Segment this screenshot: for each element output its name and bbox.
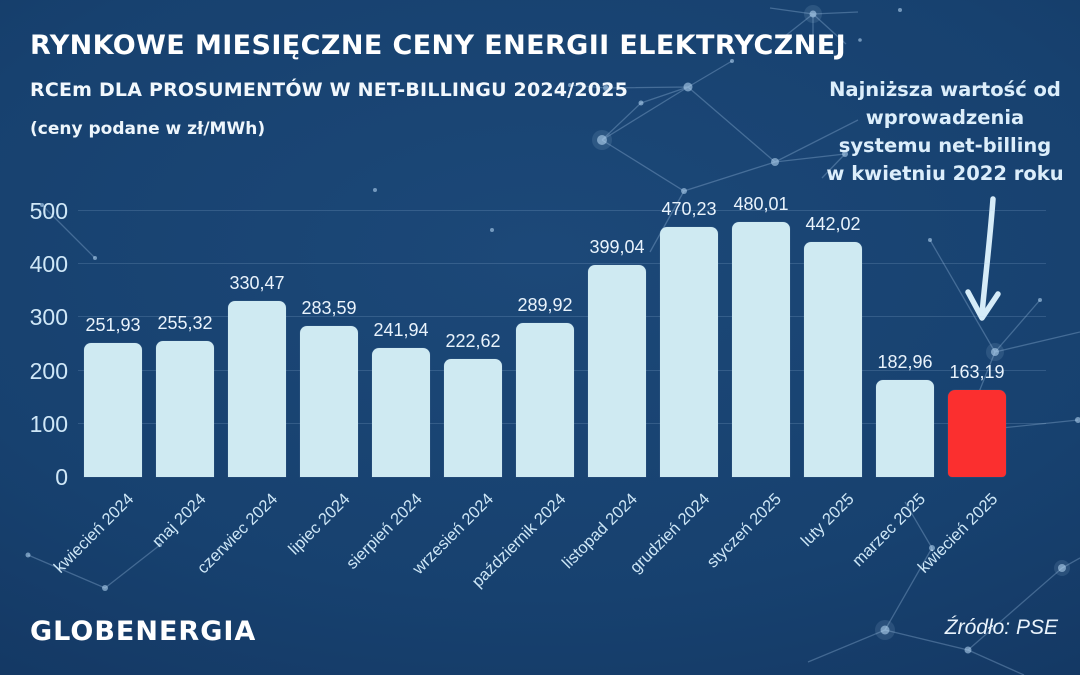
bar-value-label: 241,94 bbox=[373, 320, 429, 341]
brand-logo: GLOBENERGIA bbox=[30, 616, 257, 647]
bar bbox=[660, 226, 718, 477]
y-tick-label: 200 bbox=[29, 357, 68, 384]
bar-value-label: 480,01 bbox=[733, 193, 789, 214]
bar-value-label: 182,96 bbox=[877, 351, 933, 372]
x-tick-label-text: maj 2024 bbox=[148, 490, 210, 551]
y-tick-label: 300 bbox=[29, 304, 68, 331]
page-subtitle: RCEm DLA PROSUMENTÓW W NET-BILLINGU 2024… bbox=[30, 79, 629, 101]
y-axis: 0 100 200 300 400 500 bbox=[0, 198, 68, 490]
bar-value-label: 470,23 bbox=[661, 198, 717, 219]
annotation-arrow-down-icon bbox=[965, 196, 1001, 321]
bar bbox=[228, 301, 286, 477]
bar bbox=[732, 221, 790, 477]
gridline bbox=[78, 210, 1046, 211]
bar bbox=[372, 348, 430, 477]
annotation-callout: Najniższa wartość od wprowadzenia system… bbox=[826, 78, 1064, 185]
bar bbox=[84, 343, 142, 477]
bar-column: 182,96 marzec 2025 bbox=[849, 211, 934, 570]
x-tick-label-text: luty 2025 bbox=[797, 490, 858, 551]
unit-note: (ceny podane w zł/MWh) bbox=[30, 119, 266, 139]
y-tick-label: 400 bbox=[29, 251, 68, 278]
bar-column: 442,02 luty 2025 bbox=[797, 211, 862, 550]
bar-column: 330,47 czerwiec 2024 bbox=[194, 211, 286, 577]
bar-value-label: 289,92 bbox=[517, 294, 573, 315]
bar-column: 241,94 sierpień 2024 bbox=[343, 211, 430, 573]
gridline bbox=[78, 316, 1046, 318]
x-tick-label-text: styczeń 2025 bbox=[703, 490, 786, 572]
source-credit: Źródło: PSE bbox=[944, 616, 1058, 639]
x-tick-label-text: kwiecień 2024 bbox=[50, 490, 138, 577]
bar-highlighted bbox=[948, 390, 1006, 477]
bar-column: 255,32 maj 2024 bbox=[149, 211, 214, 551]
bar-column: 399,04 listopad 2024 bbox=[559, 211, 646, 572]
x-tick-label-text: lipiec 2024 bbox=[284, 490, 354, 559]
y-tick-label: 100 bbox=[29, 410, 68, 437]
bar-column: 470,23 grudzień 2024 bbox=[627, 199, 718, 577]
bar-column: 283,59 lipiec 2024 bbox=[285, 211, 358, 559]
bar bbox=[876, 379, 934, 477]
bar-value-label: 251,93 bbox=[85, 314, 141, 335]
bar-column: 163,19 kwiecień 2025 bbox=[915, 211, 1006, 577]
bar bbox=[444, 358, 502, 477]
bar-value-label: 330,47 bbox=[229, 273, 285, 294]
bar-value-label: 255,32 bbox=[157, 313, 213, 334]
bar-column: 222,62 wrzesień 2024 bbox=[409, 211, 502, 578]
bar-value-label: 283,59 bbox=[301, 298, 357, 319]
bar-value-label: 399,04 bbox=[589, 236, 645, 257]
bar-value-label: 163,19 bbox=[949, 362, 1005, 383]
plot-area: 251,93 kwiecień 2024 255,32 maj 2024 330,47 c… bbox=[51, 194, 1006, 591]
bar bbox=[804, 241, 862, 477]
bar bbox=[300, 326, 358, 477]
bar bbox=[516, 322, 574, 477]
bar-value-label: 442,02 bbox=[805, 213, 861, 234]
bar bbox=[156, 341, 214, 477]
gridline bbox=[78, 263, 1046, 265]
y-tick-label: 0 bbox=[55, 464, 68, 490]
page-title: RYNKOWE MIESIĘCZNE CENY ENERGII ELEKTRYC… bbox=[30, 30, 847, 61]
bar bbox=[588, 264, 646, 477]
bar-column: 251,93 kwiecień 2024 bbox=[51, 211, 142, 577]
bar-value-label: 222,62 bbox=[445, 330, 501, 351]
y-tick-label: 500 bbox=[29, 198, 68, 224]
bar-column: 289,92 październik 2024 bbox=[468, 211, 574, 591]
bar-column: 480,01 styczeń 2025 bbox=[704, 194, 790, 571]
